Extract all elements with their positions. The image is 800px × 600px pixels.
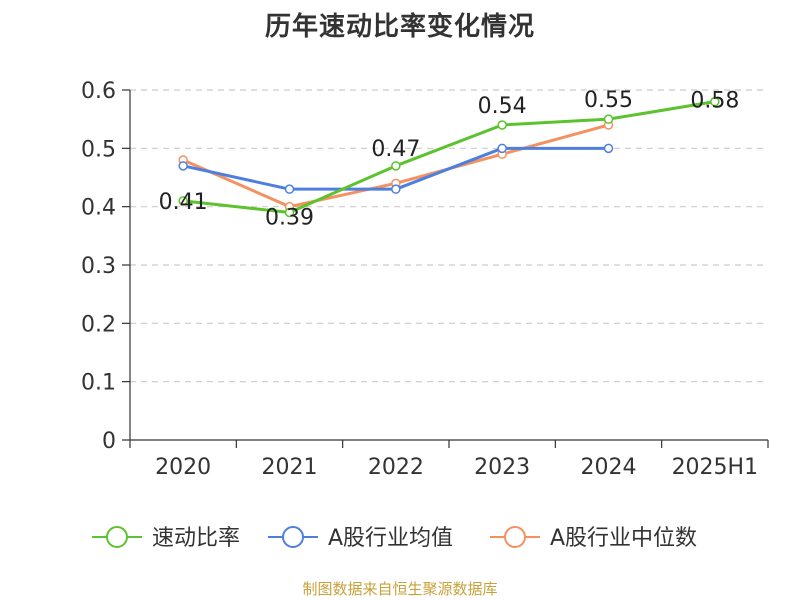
y-tick-label: 0.2: [81, 312, 116, 337]
legend-marker-circle: [106, 526, 128, 548]
legend-marker-circle: [282, 526, 304, 548]
data-point: [178, 196, 188, 206]
x-tick-label: 2022: [368, 455, 424, 480]
y-tick-label: 0.4: [81, 196, 116, 221]
x-tick-label: 2021: [262, 455, 318, 480]
data-point: [178, 161, 188, 171]
y-tick-label: 0.6: [81, 79, 116, 104]
legend-label: A股行业中位数: [550, 526, 697, 551]
y-tick-label: 0.1: [81, 371, 116, 396]
data-label: 0.55: [584, 88, 633, 113]
data-point: [710, 96, 720, 107]
series-line: [183, 100, 716, 214]
data-label: 0.54: [478, 94, 527, 119]
x-tick-label: 2025H1: [672, 455, 759, 480]
axes: 0 0.1 0.2 0.3 0.4 0.5 0.6 2020 2021 2022 2023 2024 2…: [81, 79, 769, 480]
x-tick-label: 2024: [581, 455, 637, 480]
source-note: 制图数据来自恒生聚源数据库: [302, 580, 498, 598]
data-label: 0.47: [371, 137, 420, 162]
data-label: 0.58: [690, 89, 739, 114]
legend-marker-circle: [504, 526, 526, 548]
data-point: [284, 184, 295, 194]
series-lines: [178, 96, 720, 218]
data-label: 0.39: [265, 206, 314, 231]
data-point: [391, 161, 401, 171]
legend-label: 速动比率: [152, 526, 240, 551]
data-point: [284, 207, 295, 218]
y-tick-label: 0: [102, 429, 116, 454]
data-label: 0.41: [159, 190, 208, 215]
chart-title: 历年速动比率变化情况: [264, 12, 535, 42]
y-tick-label: 0.5: [81, 137, 116, 162]
legend: 速动比率 A股行业均值 A股行业中位数: [92, 526, 697, 551]
data-point: [603, 114, 614, 124]
legend-label: A股行业均值: [328, 526, 453, 551]
gridlines: [130, 89, 768, 383]
data-labels: 0.41 0.39 0.47 0.54 0.55 0.58: [159, 88, 740, 230]
data-point: [497, 143, 507, 154]
x-tick-label: 2020: [155, 455, 211, 480]
data-point: [603, 143, 614, 154]
y-tick-label: 0.3: [81, 254, 116, 279]
data-point: [391, 184, 401, 194]
x-tick-label: 2023: [474, 455, 530, 480]
data-point: [497, 120, 507, 130]
